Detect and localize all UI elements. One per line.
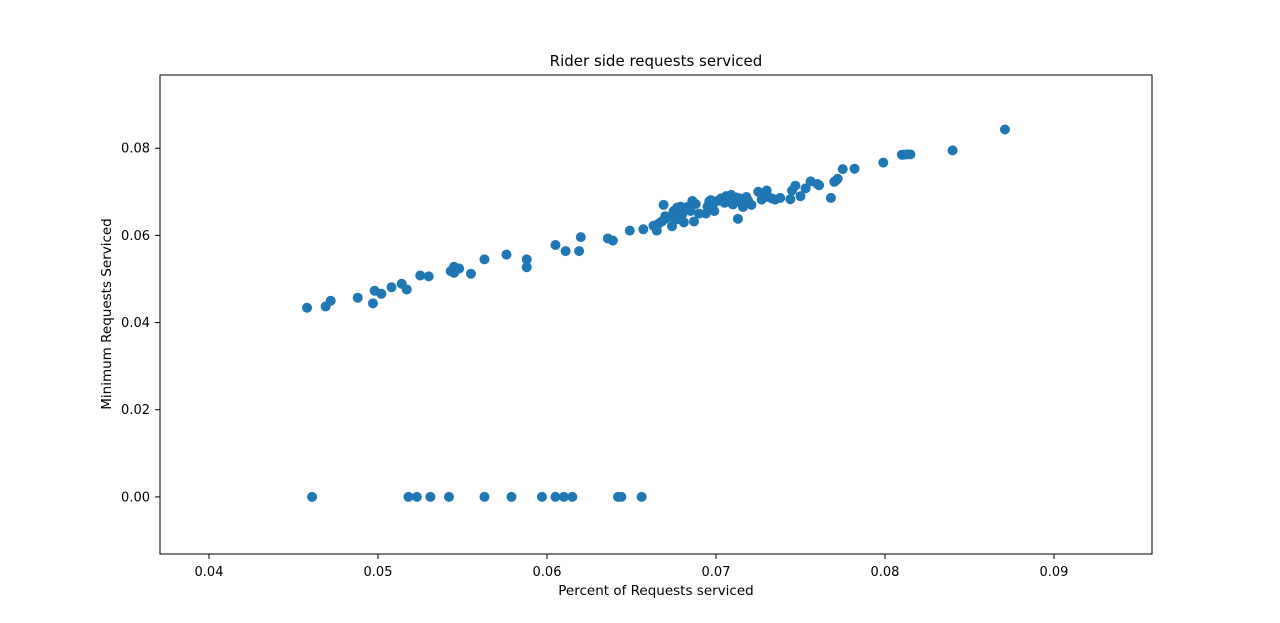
- data-point: [832, 173, 843, 184]
- data-point: [479, 254, 490, 265]
- x-tick-label: 0.09: [1040, 565, 1069, 580]
- data-point: [376, 288, 387, 299]
- data-point: [825, 192, 836, 203]
- data-point: [401, 284, 412, 295]
- data-point: [521, 262, 532, 273]
- data-point: [905, 149, 916, 160]
- x-tick-label: 0.08: [871, 565, 900, 580]
- y-tick-label: 0.08: [121, 142, 150, 157]
- data-point: [479, 491, 490, 502]
- data-point: [302, 302, 313, 313]
- data-point: [506, 491, 517, 502]
- data-point: [624, 225, 635, 236]
- y-tick-label: 0.06: [121, 229, 150, 244]
- data-point: [837, 164, 848, 175]
- data-point: [636, 491, 647, 502]
- data-point: [746, 199, 757, 210]
- y-tick-label: 0.00: [121, 490, 150, 505]
- plot-frame: [159, 74, 1153, 555]
- data-point: [678, 217, 689, 228]
- data-point: [501, 249, 512, 260]
- x-tick-label: 0.07: [702, 565, 731, 580]
- data-point: [999, 124, 1010, 135]
- data-point: [685, 205, 696, 216]
- data-point: [550, 239, 561, 250]
- data-point: [307, 491, 318, 502]
- data-point: [575, 232, 586, 243]
- data-point: [423, 271, 434, 282]
- chart-title: Rider side requests serviced: [550, 52, 763, 70]
- y-tick-label: 0.04: [121, 316, 150, 331]
- data-point: [521, 254, 532, 265]
- data-point: [443, 491, 454, 502]
- data-point: [415, 270, 426, 281]
- data-point: [878, 157, 889, 168]
- data-point: [411, 491, 422, 502]
- data-point: [947, 145, 958, 156]
- x-tick-label: 0.06: [533, 565, 562, 580]
- y-axis-ticks: 0.00 0.02 0.04 0.06 0.08: [121, 142, 160, 505]
- data-point: [403, 491, 414, 502]
- data-point: [574, 246, 585, 257]
- points-layer: [302, 124, 1010, 502]
- data-point: [689, 216, 700, 227]
- x-tick-label: 0.04: [195, 565, 224, 580]
- data-point: [536, 491, 547, 502]
- y-tick-label: 0.02: [121, 403, 150, 418]
- data-point: [425, 491, 436, 502]
- data-point: [690, 199, 701, 210]
- data-point: [849, 163, 860, 174]
- data-point: [352, 292, 363, 303]
- data-point: [795, 191, 806, 202]
- data-point: [677, 209, 688, 220]
- y-axis-label: Minimum Requests Serviced: [99, 218, 115, 409]
- data-point: [732, 213, 743, 224]
- data-point: [567, 491, 578, 502]
- data-point: [550, 491, 561, 502]
- data-point: [814, 180, 825, 191]
- data-point: [465, 268, 476, 279]
- x-axis-ticks: 0.04 0.05 0.06 0.07 0.08 0.09: [195, 554, 1069, 580]
- data-point: [775, 192, 786, 203]
- data-point: [667, 221, 678, 232]
- data-point: [638, 224, 649, 235]
- data-point: [790, 180, 801, 191]
- data-point: [454, 263, 465, 274]
- data-point: [558, 491, 569, 502]
- data-point: [800, 183, 811, 194]
- x-tick-label: 0.05: [364, 565, 393, 580]
- data-point: [560, 246, 571, 257]
- data-point: [367, 298, 378, 309]
- data-point: [709, 205, 720, 216]
- data-point: [658, 199, 669, 210]
- x-axis-label: Percent of Requests serviced: [558, 583, 753, 599]
- data-point: [325, 295, 336, 306]
- data-point: [607, 235, 618, 246]
- data-point: [616, 491, 627, 502]
- data-point: [785, 194, 796, 205]
- data-point: [386, 282, 397, 293]
